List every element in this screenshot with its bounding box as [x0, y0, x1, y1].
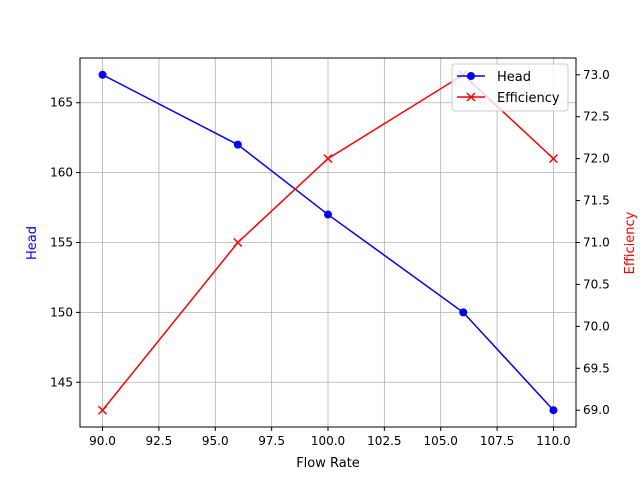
left-y-tick-label: 150: [50, 305, 73, 319]
x-tick-label: 90.0: [89, 434, 116, 448]
left-y-axis-label: Head: [25, 226, 40, 260]
right-y-tick-label: 69.0: [583, 403, 610, 417]
right-y-tick-label: 71.5: [583, 194, 610, 208]
x-marker-icon: [548, 154, 558, 164]
x-tick-label: 102.5: [367, 434, 401, 448]
legend-circle-marker-icon: [467, 72, 475, 80]
legend-label-efficiency: Efficiency: [497, 91, 560, 106]
x-tick-label: 92.5: [146, 434, 173, 448]
left-y-axis-ticks: 145 150 155 160 165: [50, 96, 80, 389]
x-tick-label: 110.0: [536, 434, 570, 448]
circle-marker-icon: [233, 140, 242, 149]
circle-marker-icon: [549, 406, 558, 415]
x-axis-ticks: 90.0 92.5 95.0 97.5 100.0 102.5 105.0 107.5 110.…: [89, 427, 571, 448]
right-y-tick-label: 72.5: [583, 110, 610, 124]
right-y-tick-label: 70.0: [583, 319, 610, 333]
grid-lines: [80, 58, 576, 427]
x-marker-icon: [98, 405, 108, 415]
left-y-tick-label: 160: [50, 166, 73, 180]
x-tick-label: 105.0: [424, 434, 458, 448]
left-y-tick-label: 165: [50, 96, 73, 110]
x-tick-label: 100.0: [311, 434, 345, 448]
left-y-tick-label: 155: [50, 236, 73, 250]
right-y-axis-ticks: 69.0 69.5 70.0 70.5 71.0 71.5 72.0 72.5 73.0: [576, 68, 610, 417]
x-tick-label: 97.5: [258, 434, 285, 448]
x-marker-icon: [233, 237, 243, 248]
left-y-tick-label: 145: [50, 375, 73, 389]
circle-marker-icon: [324, 210, 332, 219]
circle-marker-icon: [459, 308, 468, 317]
x-axis-label: Flow Rate: [296, 456, 360, 471]
right-y-tick-label: 72.0: [583, 152, 610, 166]
legend-label-head: Head: [497, 70, 531, 85]
legend-x-marker-icon: [466, 92, 476, 102]
right-y-axis-label: Efficiency: [623, 211, 638, 274]
x-tick-label: 107.5: [480, 434, 514, 448]
right-y-tick-label: 70.5: [583, 277, 610, 291]
right-y-tick-label: 71.0: [583, 236, 610, 250]
x-marker-icon: [323, 154, 333, 164]
right-y-tick-label: 69.5: [583, 361, 610, 375]
right-y-tick-label: 73.0: [583, 68, 610, 82]
circle-marker-icon: [98, 70, 107, 79]
legend: Head Efficiency: [451, 63, 569, 112]
x-tick-label: 95.0: [202, 434, 229, 448]
